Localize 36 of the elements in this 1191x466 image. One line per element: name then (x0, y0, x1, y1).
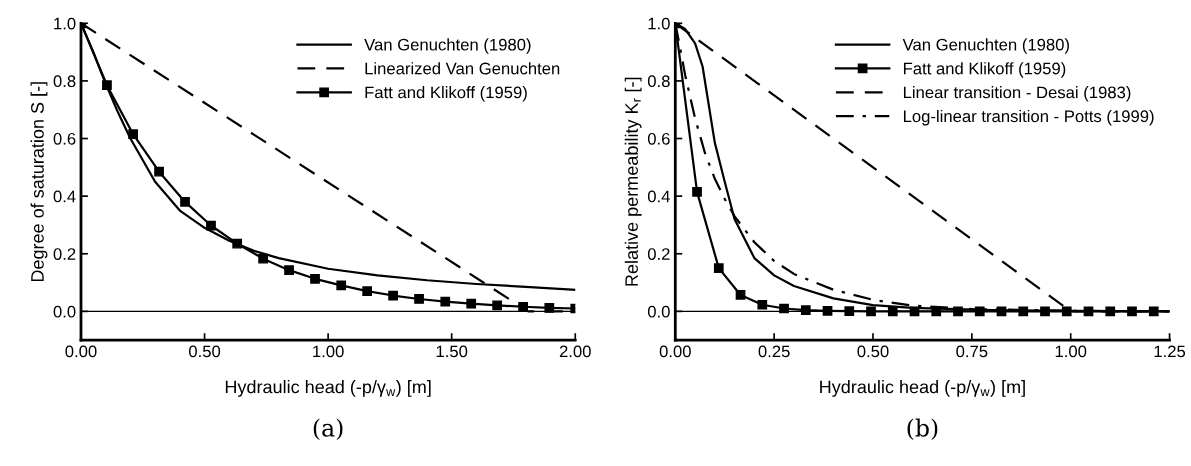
legend-label: Log-linear transition - Potts (1999) (903, 109, 1154, 126)
y-tick-label: 0.2 (53, 248, 76, 260)
legend-label: Linearized Van Genuchten (365, 62, 560, 75)
legend-label: Linear transition - Desai (1983) (903, 86, 1131, 102)
x-axis-title: Hydraulic head (-p/γ$_{w}$) [m] (225, 380, 431, 397)
y-tick-label: 1.0 (54, 17, 76, 30)
x-tick-label: 1.00 (313, 345, 344, 358)
legend-label: Van Genuchten (1980) (902, 38, 1069, 54)
y-tick-label: 0.0 (647, 305, 670, 318)
x-tick-label: 0.50 (857, 345, 889, 358)
legend-label: Van Genuchten (1980) (364, 38, 531, 54)
y-tick-label: 0.4 (647, 190, 670, 203)
x-tick-label: 1.50 (436, 345, 468, 358)
x-tick-label: 1.00 (1055, 345, 1087, 358)
y-tick-label: 0.4 (53, 190, 76, 203)
y-tick-label: 0.8 (53, 75, 76, 88)
x-axis-title: Hydraulic head (-p/γ$_{w}$) [m] (820, 380, 1025, 397)
legend-label: Fatt and Klikoff (1959) (365, 86, 527, 102)
x-tick-label: 0.25 (758, 345, 790, 358)
y-tick-label: 0.2 (647, 248, 670, 260)
x-tick-label: 0.75 (956, 345, 988, 358)
y-tick-label: 0.8 (647, 75, 670, 88)
x-tick-label: 0.00 (65, 345, 97, 358)
text: (a) (313, 418, 343, 441)
y-tick-label: 1.0 (648, 17, 670, 30)
y-axis-title: Degree of saturation S [-] (30, 82, 48, 282)
x-tick-label: 2.00 (559, 345, 591, 358)
y-tick-label: 0.6 (53, 132, 76, 145)
x-tick-label: 0.00 (659, 345, 691, 358)
legend-label: Fatt and Klikoff (1959) (903, 62, 1066, 78)
y-tick-label: 0.0 (53, 305, 76, 318)
y-tick-label: 0.6 (647, 132, 670, 145)
y-axis-title: Relative permeability K$_{r}$ [-] (624, 77, 642, 286)
text: (b) (907, 418, 938, 441)
x-tick-label: 0.50 (188, 345, 221, 358)
x-tick-label: 1.25 (1154, 345, 1186, 358)
